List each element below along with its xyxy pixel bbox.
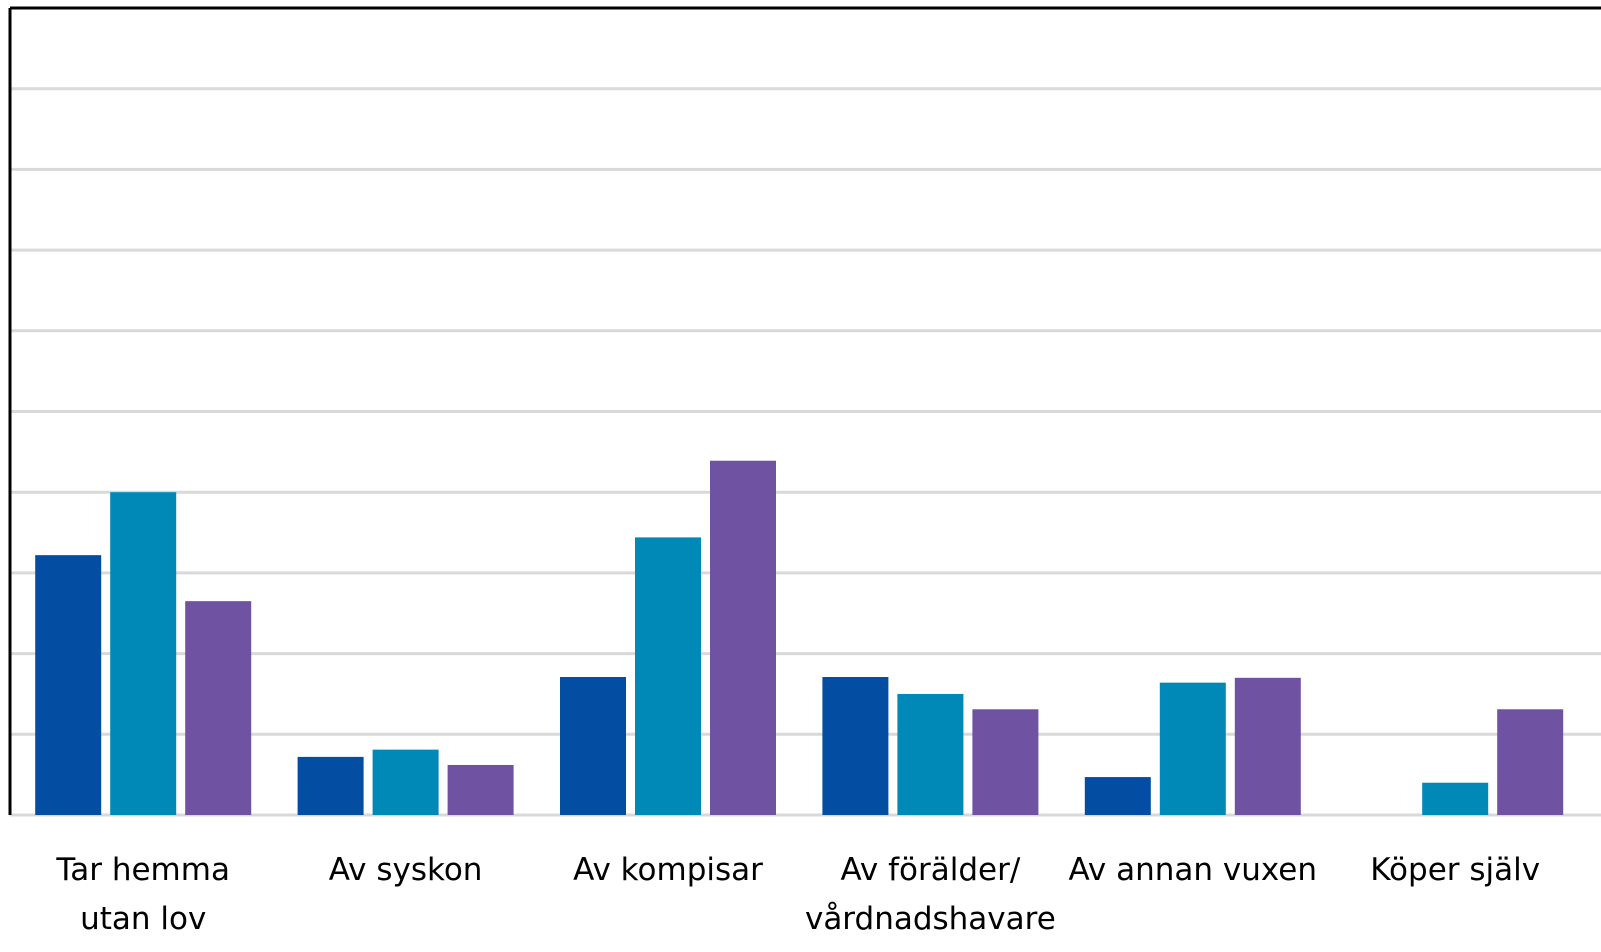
x-tick-label: Av förälder/ vårdnadshavare: [804, 852, 1056, 937]
bar: [822, 677, 889, 815]
bar: [110, 492, 177, 815]
bar: [710, 460, 776, 815]
bar: [447, 764, 514, 815]
bar: [1234, 677, 1301, 815]
x-tick-label: Köper själv: [1370, 852, 1541, 888]
bar: [297, 756, 364, 815]
bar: [1159, 682, 1226, 815]
x-tick-label: Av annan vuxen: [1068, 852, 1318, 888]
bar: [185, 601, 252, 815]
bar: [897, 693, 964, 815]
x-tick-label: Tar hemma utan lov: [56, 852, 230, 937]
x-tick-label: Av kompisar: [573, 852, 763, 888]
bar: [1084, 777, 1151, 815]
x-tick-label: Av syskon: [328, 852, 483, 888]
bar: [1422, 782, 1489, 815]
bar: [372, 749, 439, 815]
bar: [35, 555, 102, 815]
bar: [1497, 709, 1564, 815]
bar: [972, 709, 1039, 815]
bar: [635, 537, 701, 815]
bar: [560, 677, 626, 815]
